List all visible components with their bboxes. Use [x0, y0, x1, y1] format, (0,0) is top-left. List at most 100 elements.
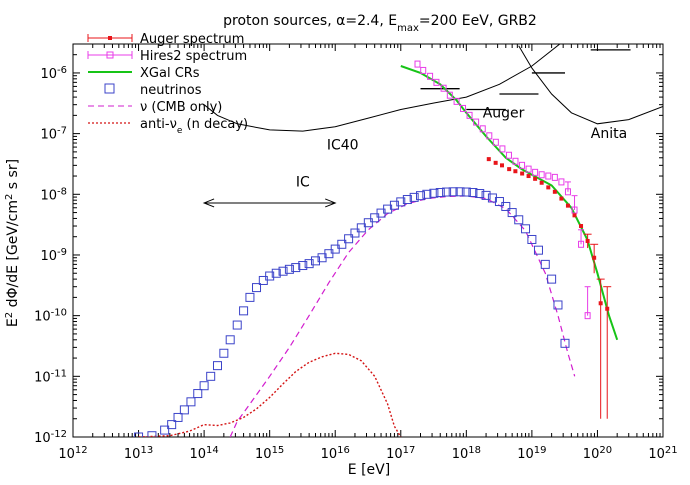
x-tick-label-exponent: 17 — [403, 445, 416, 456]
annotation-ic40: IC40 — [327, 137, 359, 153]
x-tick-label: 1013 — [124, 445, 153, 463]
y-tick-label-base: 10 — [40, 188, 57, 203]
auger-point — [559, 196, 564, 201]
hires2-point — [440, 84, 447, 92]
neutrino-point — [219, 348, 229, 358]
neutrino-point — [271, 268, 281, 278]
x-tick-label-exponent: 16 — [337, 445, 350, 456]
hires2-point — [473, 118, 480, 126]
title-subscript: max — [397, 23, 419, 34]
ic40-limit-line — [203, 44, 561, 132]
y-tick-label-base: 10 — [34, 431, 51, 446]
x-tick-label-base: 10 — [386, 447, 403, 462]
y-tick-label-base: 10 — [40, 67, 57, 82]
legend-label-anti-nu-tail: (n decay) — [182, 117, 248, 132]
hires2-point — [446, 91, 453, 99]
hires2-point — [551, 173, 558, 181]
neutrino-point — [409, 192, 419, 202]
y-axis-title-sup: 2 — [4, 312, 15, 318]
hires2-point — [545, 172, 552, 180]
y-tick-label-exponent: -12 — [51, 429, 67, 440]
neutrino-point — [481, 190, 491, 200]
legend-label-anti-nu-sub: e — [177, 126, 183, 136]
neutrino-point — [330, 244, 340, 254]
legend-label-hires2: Hires2 spectrum — [140, 49, 247, 64]
hires2-point — [492, 138, 499, 146]
neutrino-point — [468, 188, 478, 198]
x-axis-title: E [eV] — [348, 462, 390, 478]
x-tick-label-exponent: 13 — [140, 445, 153, 456]
hires2-point — [460, 104, 467, 112]
neutrino-point — [239, 306, 249, 316]
neutrino-point — [324, 249, 334, 259]
neutrino-point — [435, 188, 445, 198]
legend-entry-nu-cmb: ν (CMB only) — [88, 100, 222, 115]
neutrino-point — [212, 361, 222, 371]
neutrino-point — [245, 292, 255, 302]
neutrino-point — [350, 228, 360, 238]
x-tick-label-exponent: 14 — [206, 445, 219, 456]
hires2-point — [571, 206, 578, 214]
hires2-point — [433, 78, 440, 86]
auger-point — [585, 238, 590, 243]
y-tick-label-base: 10 — [40, 128, 57, 143]
auger-point — [526, 174, 531, 179]
neutrino-point — [402, 195, 412, 205]
anita-limit-line — [518, 45, 663, 125]
ic-arrow-head-right — [325, 198, 337, 208]
hires2-point — [466, 111, 473, 119]
auger-point — [486, 157, 491, 162]
legend-swatch-neutrinos — [104, 83, 115, 94]
neutrino-point — [560, 338, 570, 348]
neutrino-point — [199, 381, 209, 391]
hires2-point — [564, 188, 571, 196]
auger-point — [592, 255, 597, 260]
neutrino-point — [553, 300, 563, 310]
annotation-anita: Anita — [591, 126, 627, 142]
neutrino-point — [442, 187, 452, 197]
svg-text:proton sources, α=2.4, Emax=20: proton sources, α=2.4, Emax=200 EeV, GRB… — [223, 13, 537, 34]
x-tick-label-base: 10 — [452, 447, 469, 462]
auger-point — [533, 176, 538, 181]
auger-point — [500, 163, 505, 168]
x-tick-label-exponent: 19 — [534, 445, 547, 456]
auger-point — [605, 306, 610, 311]
hires2-point — [427, 72, 434, 80]
y-tick-label-exponent: -6 — [57, 64, 67, 75]
plot-area: 1012 1013 1014 1015 1016 1017 1018 1019 1020 1021… — [34, 43, 678, 463]
x-tick-label: 1019 — [517, 445, 546, 463]
y-tick-label: 10-9 — [40, 246, 67, 264]
neutrino-point — [461, 187, 471, 197]
annotation-ic: IC — [296, 174, 310, 190]
y-tick-label-exponent: -9 — [57, 246, 67, 257]
hires2-point — [532, 168, 539, 176]
neutrino-point — [344, 234, 354, 244]
y-tick-label-base: 10 — [34, 370, 51, 385]
y-axis-title-main: E — [5, 318, 21, 327]
neutrino-point — [422, 189, 432, 199]
neutrino-point — [501, 201, 511, 211]
auger-point — [598, 301, 603, 306]
y-axis-title-tail: s sr] — [5, 159, 21, 194]
x-tick-label-base: 10 — [321, 447, 338, 462]
hires2-point — [414, 60, 421, 68]
neutrino-point — [278, 266, 288, 276]
neutrino-point — [225, 335, 235, 345]
anti-nu-curve — [138, 352, 402, 437]
legend-label-xgal: XGal CRs — [140, 66, 200, 81]
neutrino-point — [475, 189, 485, 199]
hires2-point — [486, 132, 493, 140]
auger-point — [572, 213, 577, 218]
neutrino-point — [337, 239, 347, 249]
chart-title: proton sources, α=2.4, Emax=200 EeV, GRB… — [223, 13, 537, 34]
legend-swatch-auger-point — [108, 36, 112, 40]
legend-entry-neutrinos: neutrinos — [104, 83, 202, 98]
x-tick-label-base: 10 — [58, 447, 75, 462]
x-tick-label-exponent: 21 — [665, 445, 678, 456]
hires2-point — [538, 171, 545, 179]
neutrino-point — [521, 224, 531, 234]
neutrino-point — [363, 218, 373, 228]
y-tick-label-exponent: -11 — [51, 368, 67, 379]
y-axis-title-mid: dΦ/dE [GeV/cm — [5, 200, 21, 312]
